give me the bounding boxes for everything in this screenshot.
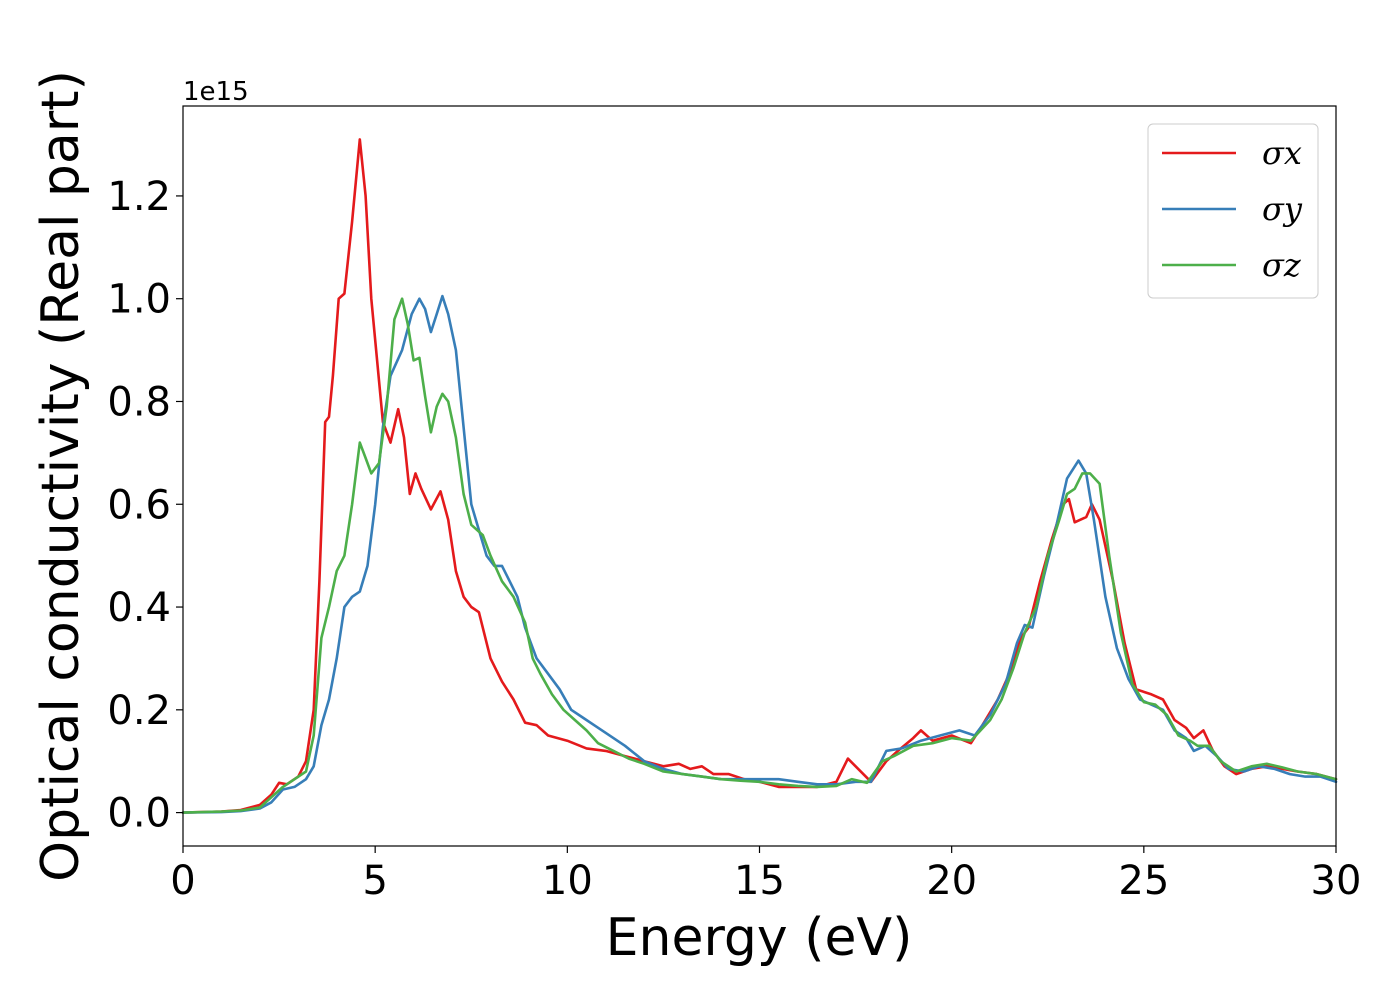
series-line-0	[181, 138, 1338, 814]
y-tick-label: 1.0	[107, 277, 171, 323]
legend-label-2: σz	[1262, 246, 1302, 284]
legend-label-1: σy	[1262, 190, 1303, 228]
legend-box	[1147, 123, 1319, 299]
y-tick-label: 0.4	[107, 585, 171, 631]
x-tick-label: 5	[362, 858, 387, 904]
y-tick-label: 0.2	[107, 688, 171, 734]
x-tick-label: 15	[734, 858, 785, 904]
y-tick-label: 0.6	[107, 482, 171, 528]
series-layer	[181, 138, 1338, 814]
plot-area	[183, 106, 1336, 846]
x-tick-label: 30	[1311, 858, 1362, 904]
y-tick-label: 0.0	[107, 791, 171, 837]
x-axis-label: Energy (eV)	[606, 908, 913, 968]
x-tick-label: 20	[926, 858, 977, 904]
legend: σx σy σz	[1147, 123, 1319, 299]
y-offset-label: 1e15	[183, 77, 249, 107]
y-axis: 0.0 0.2 0.4 0.6 0.8 1.0 1.2	[107, 174, 183, 837]
y-tick-label: 0.8	[107, 379, 171, 425]
series-line-2	[181, 297, 1338, 814]
x-tick-label: 10	[542, 858, 593, 904]
x-tick-label: 25	[1118, 858, 1169, 904]
legend-label-0: σx	[1262, 134, 1302, 172]
y-axis-label: Optical conductivity (Real part)	[31, 70, 91, 882]
x-tick-label: 0	[170, 858, 195, 904]
y-tick-label: 1.2	[107, 174, 171, 220]
x-axis: 0 5 10 15 20 25 30	[170, 846, 1361, 904]
